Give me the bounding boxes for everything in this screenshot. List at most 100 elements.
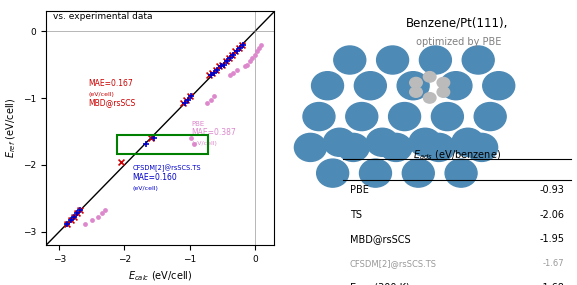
Ellipse shape (466, 133, 497, 161)
Point (209, 71, 219, 75)
Point (206, 73, 215, 77)
Point (210, 94, 219, 99)
Point (76, 207, 85, 212)
Y-axis label: $E_{ref}$ (eV/cell): $E_{ref}$ (eV/cell) (4, 98, 18, 158)
Point (232, 49, 241, 54)
Point (97, 211, 106, 215)
Text: MAE=0.167: MAE=0.167 (88, 79, 133, 88)
Ellipse shape (410, 78, 422, 88)
Text: MAE=0.387: MAE=0.387 (192, 128, 237, 137)
Ellipse shape (334, 46, 366, 74)
Point (252, 49, 261, 54)
Point (69, 215, 78, 219)
Ellipse shape (402, 159, 434, 187)
Point (245, 59, 254, 64)
Point (222, 59, 231, 64)
Text: Exp. (300 K): Exp. (300 K) (350, 283, 410, 285)
Ellipse shape (359, 159, 391, 187)
Point (226, 56, 235, 60)
Point (212, 68, 222, 72)
Point (185, 94, 194, 99)
Point (181, 101, 190, 105)
Ellipse shape (388, 103, 421, 131)
Text: MBD@rsSCS: MBD@rsSCS (88, 98, 136, 107)
Point (221, 59, 230, 64)
Text: $E_{ads}$ (eV/benzene): $E_{ads}$ (eV/benzene) (413, 148, 501, 162)
Ellipse shape (445, 159, 477, 187)
Point (208, 71, 217, 75)
Point (62, 221, 72, 226)
Text: -1.67: -1.67 (543, 259, 564, 268)
Point (250, 52, 260, 57)
Ellipse shape (354, 72, 387, 100)
Point (216, 64, 226, 68)
Point (224, 56, 234, 60)
Ellipse shape (377, 46, 409, 74)
Ellipse shape (303, 103, 335, 131)
Text: -0.93: -0.93 (539, 185, 564, 195)
Point (93, 215, 103, 219)
Ellipse shape (366, 128, 398, 156)
Ellipse shape (419, 46, 451, 74)
Text: -2.06: -2.06 (539, 210, 564, 220)
Ellipse shape (409, 128, 441, 156)
Ellipse shape (432, 103, 463, 131)
Ellipse shape (337, 133, 369, 161)
Text: CFSDM[2]@rsSCS.TS: CFSDM[2]@rsSCS.TS (350, 259, 437, 268)
Point (219, 62, 228, 67)
Point (72, 211, 81, 215)
Ellipse shape (312, 72, 343, 100)
Point (226, 73, 235, 77)
Point (87, 217, 96, 222)
Text: MBD@rsSCS: MBD@rsSCS (350, 234, 410, 244)
Text: Benzene/Pt(111),: Benzene/Pt(111), (406, 16, 508, 29)
Ellipse shape (462, 46, 494, 74)
Ellipse shape (317, 159, 349, 187)
Ellipse shape (294, 133, 327, 161)
Point (149, 136, 159, 141)
Ellipse shape (397, 72, 429, 100)
Ellipse shape (483, 72, 515, 100)
Point (72, 211, 81, 215)
Ellipse shape (437, 87, 449, 97)
Point (117, 159, 126, 164)
Point (255, 46, 264, 50)
Point (100, 207, 110, 212)
Text: (eV/cell): (eV/cell) (132, 186, 158, 191)
Point (81, 221, 90, 226)
Ellipse shape (410, 87, 422, 97)
Point (66, 217, 76, 222)
Point (227, 52, 237, 57)
Text: PBE: PBE (350, 185, 369, 195)
Text: optimized by PBE: optimized by PBE (413, 37, 501, 47)
Text: MAE=0.160: MAE=0.160 (132, 173, 177, 182)
Text: -1.95: -1.95 (539, 234, 564, 244)
Text: TS: TS (350, 210, 362, 220)
Point (233, 68, 242, 72)
Point (218, 62, 227, 67)
Ellipse shape (424, 72, 436, 82)
Point (69, 215, 78, 219)
Point (203, 101, 212, 105)
Point (178, 101, 188, 105)
Point (237, 42, 246, 47)
Point (231, 49, 240, 54)
Point (186, 94, 196, 99)
Ellipse shape (346, 103, 378, 131)
Ellipse shape (423, 133, 455, 161)
Point (228, 52, 238, 57)
Text: (eV/cell): (eV/cell) (88, 92, 114, 97)
Point (206, 97, 215, 102)
Point (183, 97, 193, 102)
Point (66, 217, 76, 222)
Point (238, 42, 248, 47)
Point (257, 42, 266, 47)
Ellipse shape (424, 93, 436, 103)
Point (141, 141, 151, 146)
Text: CFSDM[2]@rsSCS.TS: CFSDM[2]@rsSCS.TS (132, 164, 201, 172)
Point (215, 64, 224, 68)
Point (247, 56, 256, 60)
Ellipse shape (452, 128, 484, 156)
Ellipse shape (324, 128, 355, 156)
Ellipse shape (440, 72, 472, 100)
